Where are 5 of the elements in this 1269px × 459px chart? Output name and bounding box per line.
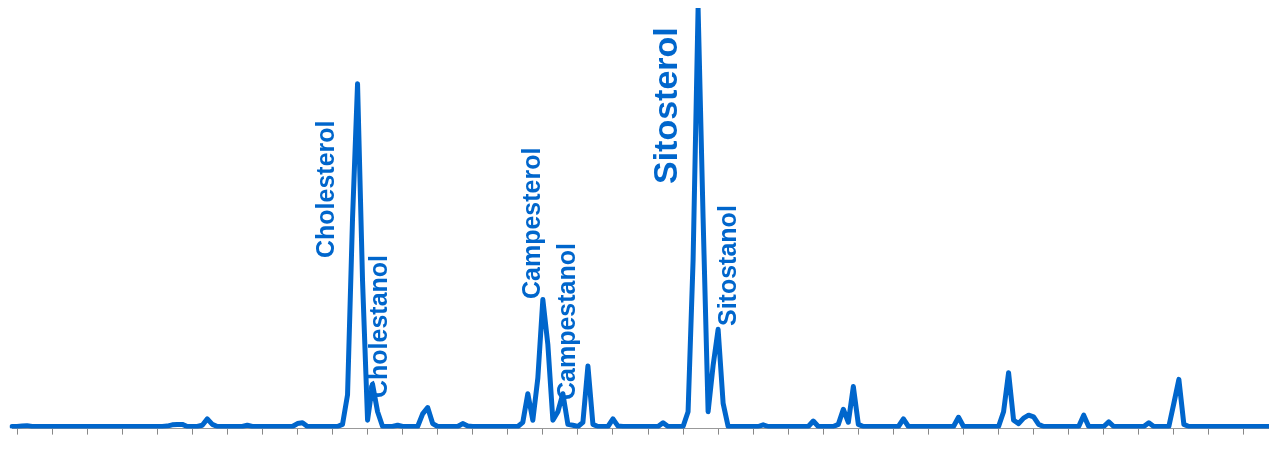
annotation: Campesterol <box>516 147 545 299</box>
annotation: Campestanol <box>551 243 580 400</box>
annotation: Cholesterol <box>310 120 339 258</box>
annotation: Sitostanol <box>712 205 741 326</box>
annotation: Sitosterol <box>646 27 685 184</box>
